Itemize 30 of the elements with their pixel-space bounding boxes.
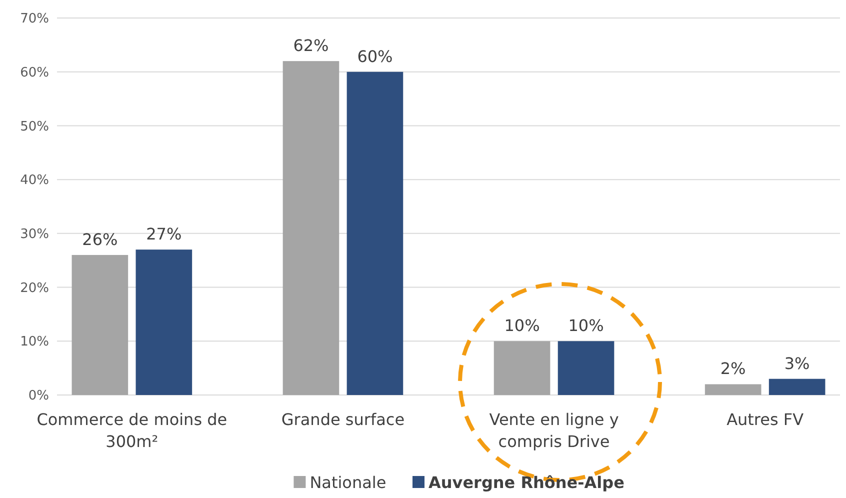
x-tick-label: Vente en ligne y compris Drive: [489, 410, 619, 451]
bar: [704, 384, 762, 395]
bar: [768, 378, 826, 395]
data-label: 27%: [146, 224, 182, 244]
x-tick-label: Autres FV: [726, 410, 804, 429]
y-tick-label: 20%: [20, 280, 49, 296]
data-label: 60%: [357, 46, 393, 66]
bar: [346, 72, 404, 395]
y-tick-label: 30%: [20, 226, 49, 242]
data-label: 3%: [784, 354, 810, 373]
bar: [558, 341, 614, 395]
y-tick-label: 50%: [20, 119, 49, 134]
y-tick-label: 40%: [20, 173, 49, 188]
legend-label: Auvergne Rhône-Alpe: [428, 473, 625, 492]
y-tick-label: 10%: [20, 334, 49, 350]
bar: [136, 250, 192, 395]
data-label: 10%: [568, 316, 604, 336]
y-tick-label: 0%: [28, 388, 49, 404]
bar: [72, 254, 128, 395]
data-label: 2%: [720, 359, 746, 378]
bar: [282, 61, 340, 395]
data-label: 62%: [293, 36, 329, 56]
x-tick-label: Commerce de moins de 300m²: [36, 410, 228, 451]
x-tick-label: Grande surface: [281, 410, 405, 429]
legend-label: Nationale: [310, 473, 386, 492]
bar: [494, 341, 550, 395]
y-tick-label: 60%: [20, 65, 49, 80]
data-label: 10%: [504, 316, 540, 336]
data-label: 26%: [82, 230, 118, 249]
y-tick-label: 70%: [20, 12, 49, 27]
